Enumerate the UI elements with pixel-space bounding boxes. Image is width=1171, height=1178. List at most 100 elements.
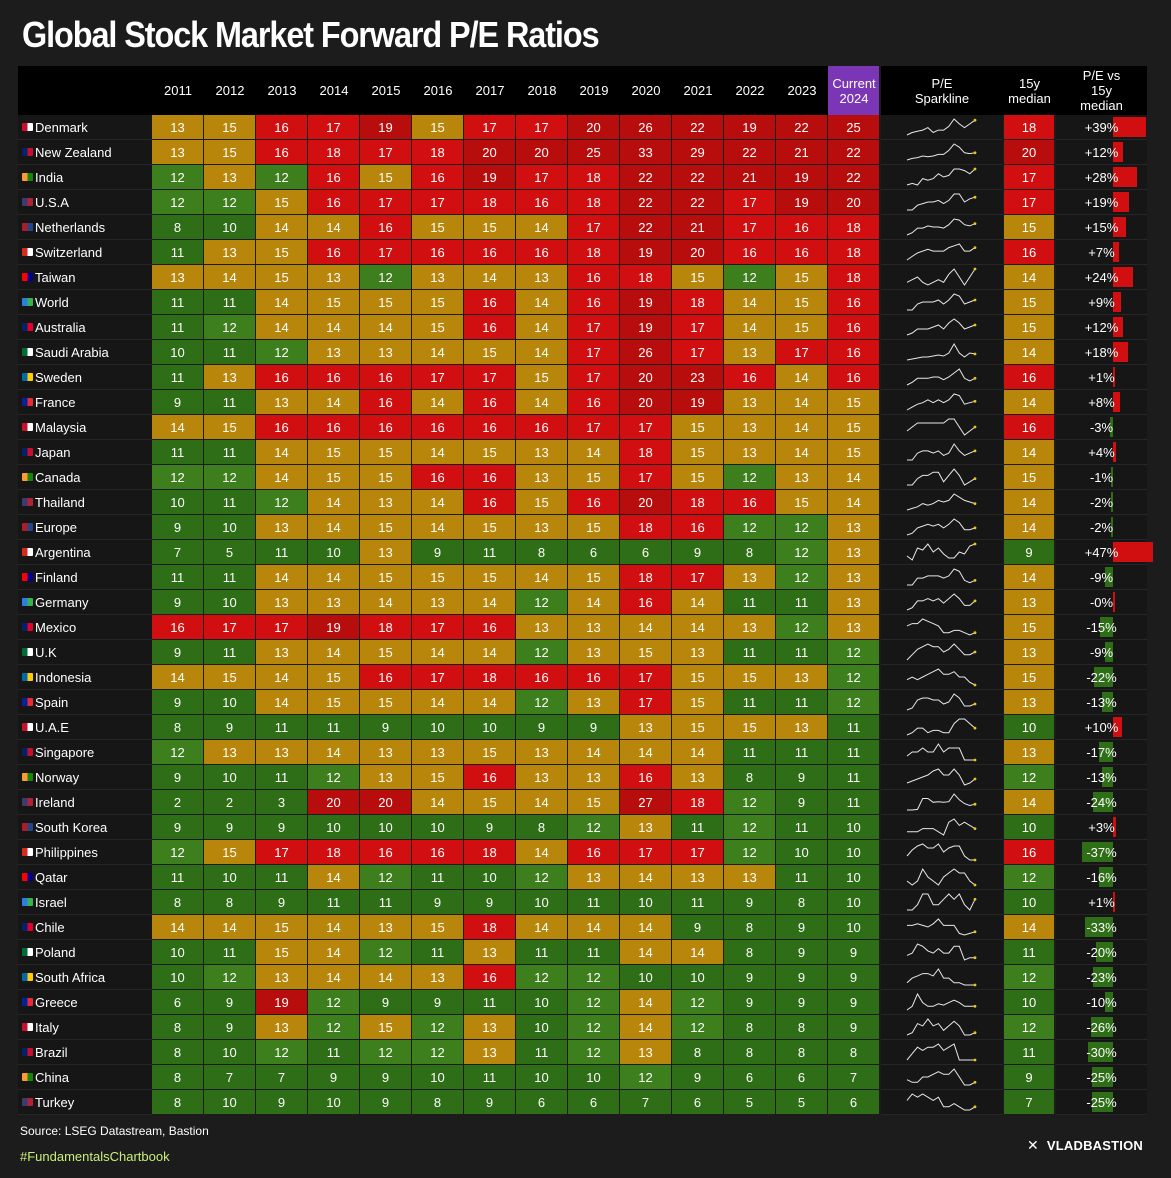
pe-cell: 17 [464, 365, 516, 390]
sparkline-line [906, 543, 976, 561]
pe-cell: 16 [464, 615, 516, 640]
pe-cell: 12 [308, 1015, 360, 1040]
pe-cell: 8 [724, 940, 776, 965]
pe-cell: 14 [412, 440, 464, 465]
pe-cell: 11 [204, 440, 256, 465]
pe-cell: 22 [828, 165, 880, 190]
pe-cell: 12 [204, 465, 256, 490]
sparkline-last-point [973, 883, 977, 887]
sparkline-line [906, 1018, 976, 1036]
hashtag[interactable]: #FundamentalsChartbook [20, 1149, 170, 1164]
pe-cell: 10 [204, 690, 256, 715]
vs-median-bar [1113, 142, 1124, 162]
sparkline-chart [906, 267, 977, 286]
flag-icon [22, 548, 33, 556]
pe-cell: 15 [256, 190, 308, 215]
sparkline [881, 465, 1003, 490]
sparkline-chart [906, 843, 977, 862]
vs-median-cell: -22% [1056, 665, 1147, 690]
pe-cell: 9 [152, 690, 204, 715]
pe-cell: 9 [828, 1015, 880, 1040]
column-header-sparkline: P/E Sparkline [881, 66, 1003, 115]
vs-median-label: -13% [1086, 769, 1117, 785]
row-label-ireland: Ireland [18, 790, 152, 815]
sparkline-line [906, 867, 976, 886]
country-name: Turkey [35, 1094, 75, 1110]
country-name: Indonesia [35, 669, 92, 685]
pe-cell: 9 [152, 640, 204, 665]
row-label-south-africa: South Africa [18, 965, 152, 990]
sparkline [881, 765, 1003, 790]
vs-median-label: -23% [1086, 969, 1117, 985]
pe-cell: 16 [360, 415, 412, 440]
pe-cell: 9 [152, 590, 204, 615]
pe-cell: 12 [256, 490, 308, 515]
pe-cell: 15 [412, 915, 464, 940]
country-name: U.K [35, 644, 57, 660]
pe-cell: 14 [568, 915, 620, 940]
pe-cell: 16 [568, 840, 620, 865]
pe-cell: 12 [204, 315, 256, 340]
sparkline-last-point [973, 579, 977, 582]
pe-cell: 12 [152, 190, 204, 215]
column-header-2013: 2013 [256, 66, 308, 115]
pe-cell: 9 [776, 790, 828, 815]
pe-cell: 15 [412, 115, 464, 140]
flag-icon [22, 373, 33, 381]
row-label-japan: Japan [18, 440, 152, 465]
vs-median-bar [1096, 942, 1113, 962]
pe-cell: 13 [568, 615, 620, 640]
pe-cell: 15 [360, 565, 412, 590]
pe-cell: 14 [204, 265, 256, 290]
sparkline-last-point [973, 222, 977, 225]
pe-cell: 13 [724, 415, 776, 440]
pe-cell: 11 [256, 865, 308, 890]
pe-cell: 14 [672, 940, 724, 965]
pe-cell: 13 [672, 865, 724, 890]
pe-cell: 8 [516, 540, 568, 565]
flag-icon [22, 973, 33, 981]
pe-cell: 18 [568, 165, 620, 190]
flag-icon [22, 398, 33, 406]
pe-cell: 14 [308, 865, 360, 890]
pe-cell: 11 [204, 565, 256, 590]
pe-cell: 11 [776, 740, 828, 765]
country-name: Philippines [35, 844, 98, 860]
pe-cell: 15 [412, 290, 464, 315]
vs-median-label: -2% [1089, 519, 1114, 535]
pe-cell: 20 [568, 115, 620, 140]
sparkline-last-point [973, 477, 977, 480]
vs-median-cell: -13% [1056, 765, 1147, 790]
pe-cell: 13 [724, 390, 776, 415]
row-label-new-zealand: New Zealand [18, 140, 152, 165]
flag-icon [22, 223, 33, 231]
sparkline-line [907, 293, 976, 311]
pe-cell: 14 [308, 940, 360, 965]
vs-median-label: -22% [1086, 669, 1117, 685]
pe-cell: 10 [204, 1040, 256, 1065]
pe-cell: 15 [412, 565, 464, 590]
sparkline-chart [906, 318, 977, 336]
vs-median-label: -9% [1089, 569, 1114, 585]
country-name: Sweden [35, 369, 82, 385]
pe-cell: 17 [308, 115, 360, 140]
vs-median-bar [1113, 717, 1122, 737]
median-cell: 14 [1004, 340, 1055, 365]
sparkline-line [907, 918, 976, 936]
pe-cell: 12 [724, 815, 776, 840]
pe-cell: 16 [256, 140, 308, 165]
sparkline-chart [906, 393, 977, 411]
vs-median-bar [1113, 167, 1137, 187]
pe-cell: 19 [776, 190, 828, 215]
pe-cell: 14 [776, 415, 828, 440]
median-cell: 10 [1004, 715, 1055, 740]
pe-cell: 9 [204, 1015, 256, 1040]
flag-icon [22, 998, 33, 1006]
pe-cell: 11 [828, 765, 880, 790]
pe-cell: 17 [672, 340, 724, 365]
pe-cell: 8 [412, 1090, 464, 1115]
vs-median-bar [1113, 192, 1130, 212]
pe-cell: 12 [724, 840, 776, 865]
vs-median-label: +47% [1084, 544, 1119, 560]
median-cell: 15 [1004, 290, 1055, 315]
